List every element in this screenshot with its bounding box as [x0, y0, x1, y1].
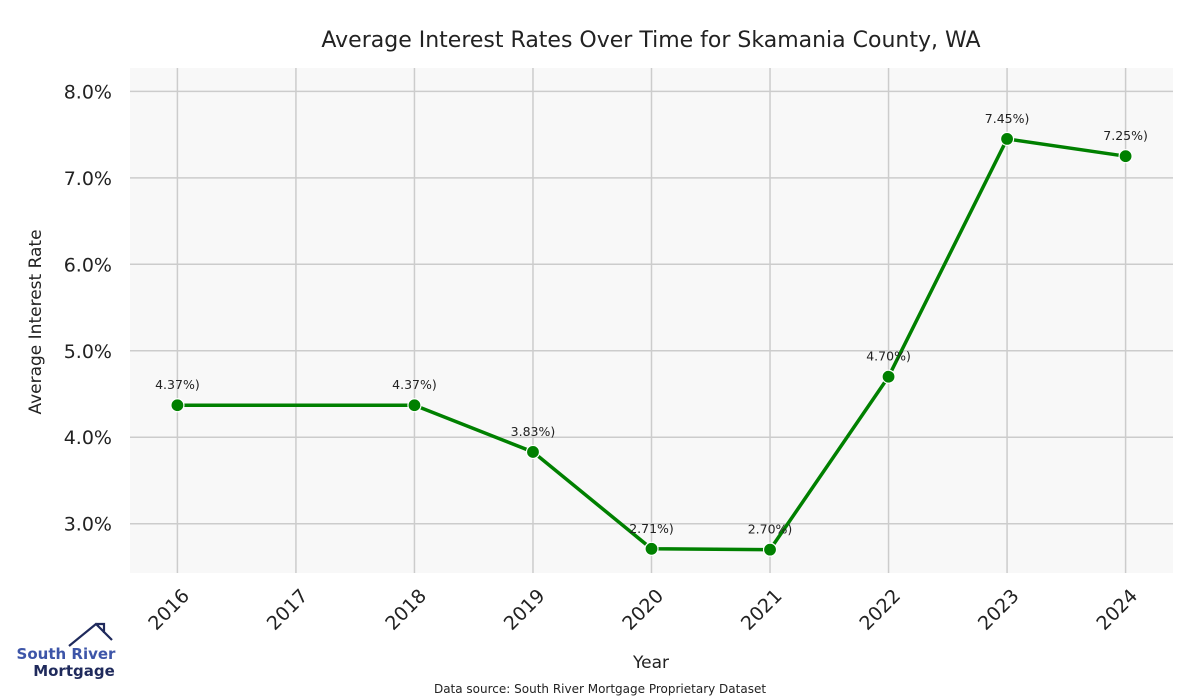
data-point: [170, 398, 185, 413]
y-tick-label: 5.0%: [64, 341, 112, 363]
x-tick-label: 2019: [500, 585, 550, 635]
data-label: 3.83%): [511, 424, 556, 439]
y-tick-label: 6.0%: [64, 254, 112, 276]
data-point: [762, 542, 778, 557]
data-label: 7.25%): [1103, 128, 1148, 143]
series-line: [177, 136, 1126, 552]
logo-line1: South River: [17, 645, 117, 663]
y-tick-label: 7.0%: [64, 168, 112, 190]
data-label: 2.70%): [748, 522, 793, 537]
series: 4.37%) 4.37%) 3.83%) 2.71%) 2.70%) 4.70%) 7.45…: [155, 111, 1148, 557]
data-label: 2.71%): [629, 521, 674, 536]
logo-line2: Mortgage: [33, 662, 115, 680]
grid: [130, 68, 1173, 573]
data-label: 4.70%): [866, 349, 911, 364]
x-tick-label: 2024: [1092, 585, 1142, 635]
y-tick-label: 8.0%: [64, 81, 112, 103]
y-tick-label: 3.0%: [64, 514, 112, 536]
y-tick-label: 4.0%: [64, 427, 112, 449]
data-point: [525, 444, 541, 460]
x-tick-label: 2020: [618, 585, 668, 635]
x-tick-label: 2016: [144, 585, 194, 635]
data-point: [999, 131, 1015, 147]
data-point: [1118, 149, 1133, 164]
data-point: [407, 398, 422, 413]
x-tick-label: 2023: [974, 585, 1024, 635]
x-tick-label: 2018: [381, 585, 431, 635]
y-axis-label: Average Interest Rate: [26, 229, 46, 414]
x-tick-label: 2021: [737, 585, 787, 635]
x-axis-label: Year: [632, 653, 669, 673]
data-label: 7.45%): [985, 111, 1030, 126]
house-roof-icon: [68, 622, 113, 647]
data-point: [644, 541, 659, 556]
logo: South River Mortgage: [17, 622, 117, 680]
x-tick-label: 2022: [855, 585, 905, 635]
data-label: 4.37%): [392, 377, 437, 392]
data-point: [881, 369, 896, 384]
x-tick-label: 2017: [263, 585, 313, 635]
chart-title: Average Interest Rates Over Time for Ska…: [321, 28, 980, 53]
data-label: 4.37%): [155, 377, 200, 392]
data-source: Data source: South River Mortgage Propri…: [434, 682, 766, 696]
